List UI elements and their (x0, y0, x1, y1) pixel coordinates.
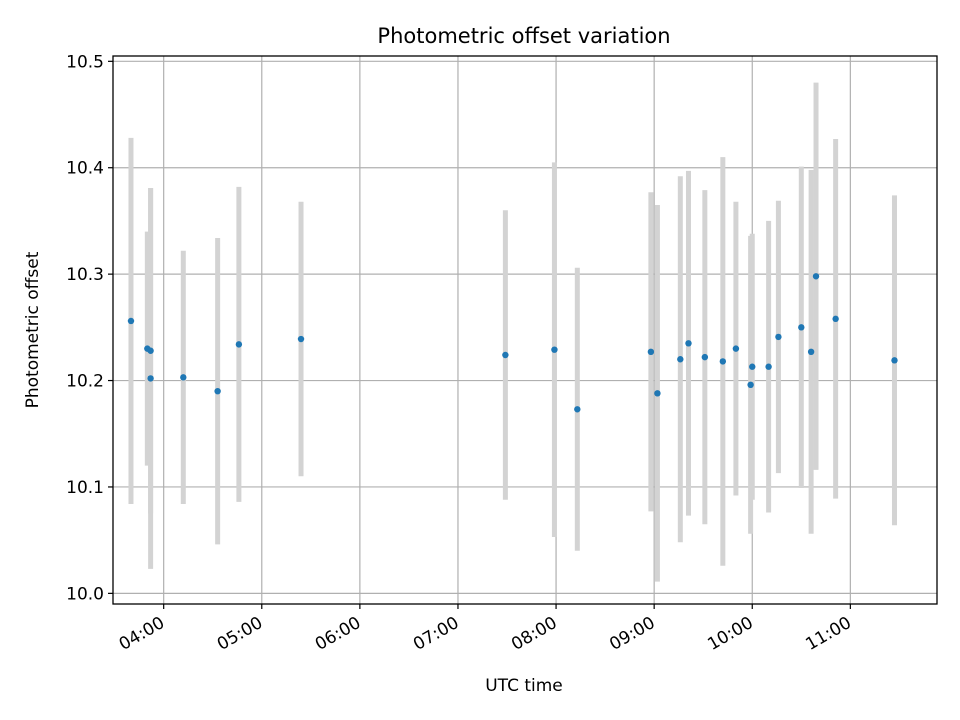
x-axis-label: UTC time (485, 676, 563, 696)
data-point (765, 363, 772, 370)
data-point (214, 387, 221, 395)
y-axis-ticks: 10.0 10.1 10.2 10.3 10.4 10.5 (66, 52, 113, 604)
data-point (235, 341, 243, 348)
data-point (798, 324, 805, 331)
data-point (685, 340, 692, 347)
x-tick-label: 06:00 (312, 613, 364, 655)
data-point (647, 348, 655, 356)
data-point (180, 374, 187, 381)
x-tick-label: 11:00 (802, 613, 854, 655)
x-tick-label: 05:00 (214, 613, 266, 655)
data-point (891, 357, 898, 364)
data-point (677, 356, 684, 363)
data-point (574, 406, 581, 413)
y-axis-label: Photometric offset (23, 251, 43, 408)
data-point (147, 347, 154, 354)
data-point (719, 358, 727, 365)
data-point (812, 273, 820, 280)
data-point (654, 390, 661, 397)
x-axis-ticks: 04:00 05:00 06:00 07:00 08:00 09:00 10:00 11:00 (116, 604, 855, 655)
y-tick-label: 10.0 (66, 584, 104, 604)
data-point (832, 315, 839, 323)
y-tick-label: 10.4 (66, 159, 104, 179)
data-point (775, 333, 782, 341)
data-point (701, 353, 709, 361)
y-tick-label: 10.2 (66, 372, 104, 392)
x-tick-label: 04:00 (116, 613, 168, 655)
data-point (747, 381, 754, 388)
data-point (127, 317, 135, 325)
x-tick-label: 07:00 (410, 613, 462, 655)
x-tick-label: 09:00 (606, 613, 658, 655)
data-points (127, 273, 898, 413)
data-point (297, 335, 305, 343)
data-point (551, 346, 558, 353)
chart-title: Photometric offset variation (377, 24, 670, 48)
x-tick-label: 08:00 (508, 613, 560, 655)
data-point (749, 363, 756, 370)
data-point (502, 351, 509, 359)
plot-frame (112, 55, 938, 605)
y-tick-label: 10.5 (66, 52, 104, 72)
y-tick-label: 10.3 (66, 265, 104, 285)
data-point (807, 348, 815, 356)
data-point (147, 375, 154, 382)
data-point (732, 345, 740, 352)
error-bars (128, 82, 897, 582)
y-tick-label: 10.1 (66, 478, 104, 498)
x-tick-label: 10:00 (704, 613, 756, 655)
